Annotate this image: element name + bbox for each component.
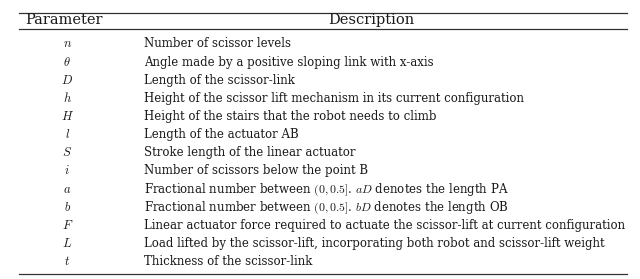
Text: Fractional number between $(0, 0.5]$. $aD$ denotes the length PA: Fractional number between $(0, 0.5]$. $a… bbox=[144, 181, 509, 198]
Text: $l$: $l$ bbox=[65, 128, 70, 141]
Text: Number of scissors below the point B: Number of scissors below the point B bbox=[144, 164, 368, 177]
Text: $h$: $h$ bbox=[63, 91, 72, 105]
Text: $\theta$: $\theta$ bbox=[63, 56, 71, 69]
Text: $t$: $t$ bbox=[64, 255, 70, 268]
Text: Height of the stairs that the robot needs to climb: Height of the stairs that the robot need… bbox=[144, 110, 436, 123]
Text: Length of the actuator AB: Length of the actuator AB bbox=[144, 128, 299, 141]
Text: $S$: $S$ bbox=[62, 146, 72, 159]
Text: $a$: $a$ bbox=[63, 182, 71, 196]
Text: Fractional number between $(0, 0.5]$. $bD$ denotes the length OB: Fractional number between $(0, 0.5]$. $b… bbox=[144, 199, 509, 216]
Text: Thickness of the scissor-link: Thickness of the scissor-link bbox=[144, 255, 312, 268]
Text: Load lifted by the scissor-lift, incorporating both robot and scissor-lift weigh: Load lifted by the scissor-lift, incorpo… bbox=[144, 237, 605, 250]
Text: Description: Description bbox=[328, 13, 414, 27]
Text: Number of scissor levels: Number of scissor levels bbox=[144, 37, 291, 50]
Text: Parameter: Parameter bbox=[26, 13, 103, 27]
Text: $D$: $D$ bbox=[61, 74, 73, 87]
Text: $H$: $H$ bbox=[61, 110, 74, 123]
Text: Height of the scissor lift mechanism in its current configuration: Height of the scissor lift mechanism in … bbox=[144, 92, 524, 105]
Text: $i$: $i$ bbox=[65, 164, 70, 177]
Text: $L$: $L$ bbox=[62, 237, 72, 250]
Text: Length of the scissor-link: Length of the scissor-link bbox=[144, 74, 295, 87]
Text: $b$: $b$ bbox=[63, 201, 71, 214]
Text: Linear actuator force required to actuate the scissor-lift at current configurat: Linear actuator force required to actuat… bbox=[144, 219, 625, 232]
Text: Angle made by a positive sloping link with x-axis: Angle made by a positive sloping link wi… bbox=[144, 56, 434, 69]
Text: Stroke length of the linear actuator: Stroke length of the linear actuator bbox=[144, 146, 355, 159]
Text: $n$: $n$ bbox=[63, 37, 72, 50]
Text: $F$: $F$ bbox=[61, 219, 73, 232]
